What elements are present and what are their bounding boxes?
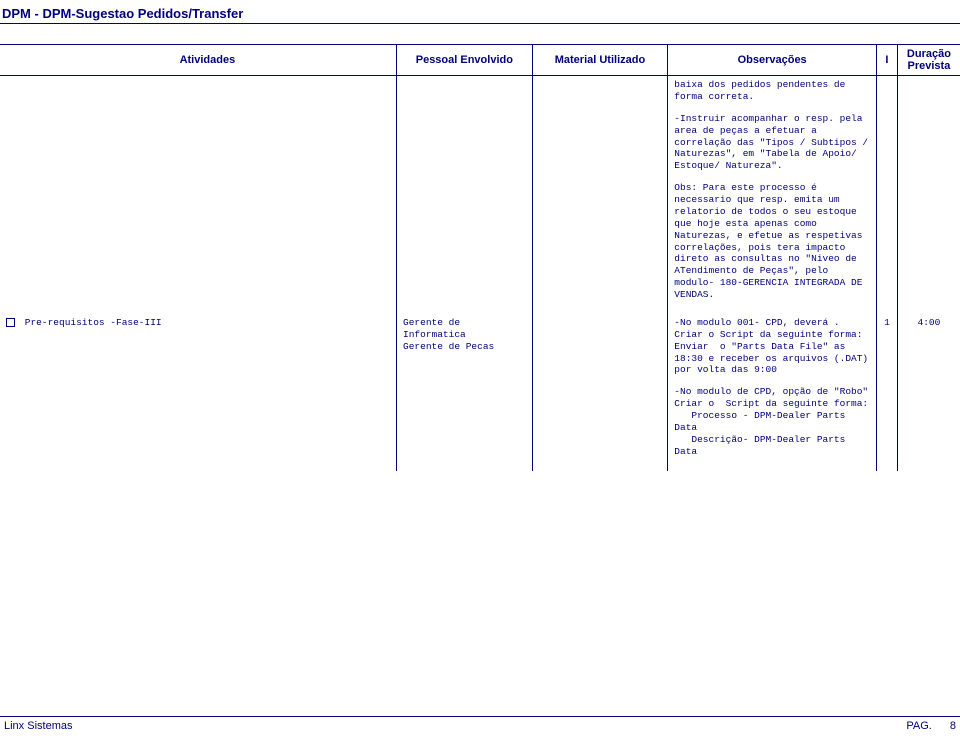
table-header-row: Atividades Pessoal Envolvido Material Ut… (0, 45, 960, 76)
cell-material (532, 314, 668, 471)
cell-check (0, 76, 19, 314)
cell-observacoes: -No modulo 001- CPD, deverá . Criar o Sc… (668, 314, 877, 471)
table-row: baixa dos pedidos pendentes de forma cor… (0, 76, 960, 314)
cell-duracao (897, 76, 960, 314)
col-material: Material Utilizado (532, 45, 668, 76)
activities-table-wrap: Atividades Pessoal Envolvido Material Ut… (0, 44, 960, 471)
cell-pessoal: Gerente de Informatica Gerente de Pecas (397, 314, 533, 471)
obs-text: -Instruir acompanhar o resp. pela area d… (674, 113, 870, 172)
pag-label: PAG. (906, 720, 931, 732)
cell-duracao: 4:00 (897, 314, 960, 471)
col-i: I (876, 45, 897, 76)
col-observacoes: Observações (668, 45, 877, 76)
col-atividades: Atividades (19, 45, 397, 76)
checkbox-icon[interactable] (6, 318, 15, 327)
page-footer: Linx Sistemas PAG. 8 (0, 716, 960, 732)
footer-page: PAG. 8 (906, 720, 956, 732)
obs-text: baixa dos pedidos pendentes de forma cor… (674, 79, 870, 103)
obs-text: -No modulo 001- CPD, deverá . Criar o Sc… (674, 317, 870, 376)
activities-table: Atividades Pessoal Envolvido Material Ut… (0, 45, 960, 471)
footer-left: Linx Sistemas (4, 720, 72, 732)
obs-text: -No modulo de CPD, opção de "Robo" Criar… (674, 386, 870, 457)
obs-text: Obs: Para este processo é necessario que… (674, 182, 870, 301)
cell-pessoal (397, 76, 533, 314)
cell-atividade: Pre-requisitos -Fase-III (19, 314, 397, 471)
table-row: Pre-requisitos -Fase-III Gerente de Info… (0, 314, 960, 471)
col-check (0, 45, 19, 76)
col-pessoal: Pessoal Envolvido (397, 45, 533, 76)
cell-atividade (19, 76, 397, 314)
cell-observacoes: baixa dos pedidos pendentes de forma cor… (668, 76, 877, 314)
pag-number: 8 (950, 720, 956, 732)
col-duracao: Duração Prevista (897, 45, 960, 76)
cell-i: 1 (876, 314, 897, 471)
cell-material (532, 76, 668, 314)
cell-i (876, 76, 897, 314)
cell-check (0, 314, 19, 471)
page-title: DPM - DPM-Sugestao Pedidos/Transfer (0, 0, 960, 24)
